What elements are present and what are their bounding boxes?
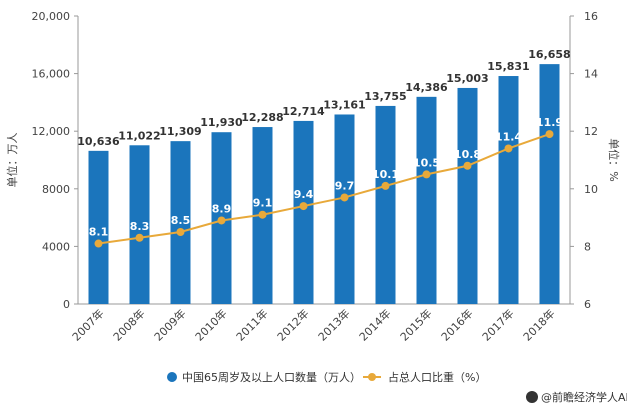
line-point [463,161,472,170]
bar-value-label: 13,161 [323,98,365,111]
bar-value-label: 11,022 [118,129,160,142]
legend-line-marker [368,373,376,381]
bar [129,145,150,304]
line-value-label: 8.3 [130,220,150,233]
bar [539,64,560,304]
x-tick-label: 2009年 [151,306,188,343]
bar [88,150,109,304]
data-labels: 10,63611,02211,30911,93012,28812,71413,1… [77,48,570,238]
left-tick-label: 4000 [42,240,70,253]
line-point [340,193,349,202]
right-tick-label: 14 [584,68,598,81]
bar-value-label: 15,831 [487,60,529,73]
line-value-label: 8.9 [212,202,232,215]
legend-bar-label: 中国65周岁及以上人口数量（万人） [182,370,361,384]
bar [293,120,314,305]
legend: 中国65周岁及以上人口数量（万人） 占总人口比重（%） [167,370,486,384]
line-value-label: 10.1 [372,168,399,181]
footer-credit: @前瞻经济学人APP [526,389,627,405]
line-value-label: 8.5 [171,214,191,227]
credit-text: @前瞻经济学人APP [541,391,627,404]
bar [457,87,478,304]
x-tick-label: 2015年 [397,306,434,343]
line-point [299,202,308,211]
bar [170,141,191,304]
legend-line-label: 占总人口比重（%） [388,370,486,384]
right-tick-label: 6 [584,298,591,311]
x-tick-label: 2018年 [520,306,557,343]
line-value-label: 10.8 [454,148,481,161]
line-series [94,130,554,248]
x-tick-label: 2012年 [274,306,311,343]
line-value-label: 9.7 [335,179,355,192]
line-point [504,144,513,153]
bar-value-label: 11,309 [159,125,201,138]
right-tick-label: 10 [584,183,598,196]
left-tick-label: 16,000 [32,68,71,81]
bar-series [88,64,560,305]
x-tick-label: 2007年 [69,306,106,343]
line-path [98,133,550,245]
bar-value-label: 12,714 [282,105,325,118]
paw-icon [526,391,538,403]
line-value-label: 8.1 [89,226,109,239]
x-tick-label: 2008年 [110,306,147,343]
x-tick-label: 2016年 [438,306,475,343]
left-tick-label: 20,000 [32,10,71,23]
line-value-label: 9.1 [253,197,273,210]
line-point [381,181,390,190]
left-axis-title: 单位：万人 [5,133,19,188]
x-tick-label: 2011年 [233,306,270,343]
line-point [217,216,226,225]
x-tick-label: 2014年 [356,306,393,343]
line-point [135,233,144,242]
bar-value-label: 13,755 [364,90,406,103]
left-tick-label: 0 [63,298,70,311]
line-value-label: 11.4 [495,130,522,143]
line-point [545,130,554,139]
bar-value-label: 15,003 [446,72,488,85]
left-tick-label: 8000 [42,183,70,196]
bar [334,114,355,304]
x-tick-label: 2013年 [315,306,352,343]
x-tick-label: 2017年 [479,306,516,343]
bar-value-label: 14,386 [405,81,448,94]
line-value-label: 11.9 [536,116,563,129]
line-value-label: 9.4 [294,188,314,201]
bar [498,76,519,304]
legend-bar-marker [167,372,177,382]
line-point [258,210,267,219]
left-tick-label: 12,000 [32,125,71,138]
line-value-label: 10.5 [413,156,440,169]
right-tick-label: 12 [584,125,598,138]
line-point [94,239,103,248]
right-axis-title: 单位：% [607,138,621,181]
bar-value-label: 16,658 [528,48,570,61]
bar [375,105,396,304]
bar [416,96,437,304]
right-tick-label: 16 [584,10,598,23]
bar-value-label: 10,636 [77,135,120,148]
line-point [422,170,431,179]
right-tick-label: 8 [584,240,591,253]
x-tick-label: 2010年 [192,306,229,343]
bar-value-label: 12,288 [241,111,283,124]
bar-value-label: 11,930 [200,116,243,129]
line-point [176,228,185,236]
